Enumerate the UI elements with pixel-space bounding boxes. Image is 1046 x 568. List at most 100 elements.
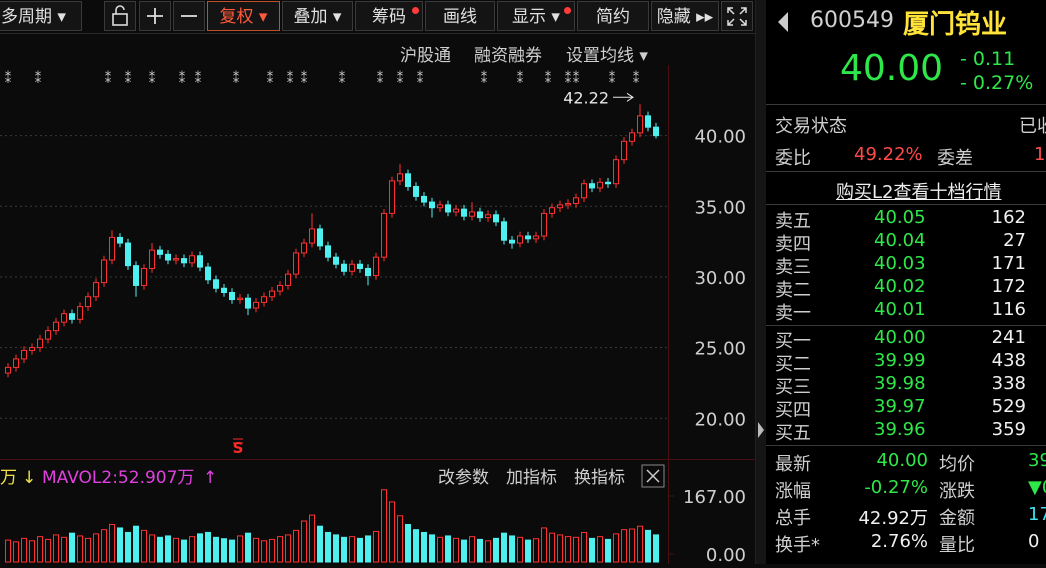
- candle-body: [501, 221, 507, 241]
- volume-bar: [245, 532, 251, 563]
- book-volume: 338: [991, 373, 1026, 394]
- label: 显示: [512, 7, 547, 27]
- link[interactable]: 沪股通: [400, 46, 451, 66]
- volume-bar: [77, 535, 83, 563]
- simple-button[interactable]: 简约: [577, 1, 649, 31]
- stat-label: 换手*: [775, 535, 820, 556]
- book-volume: 172: [991, 276, 1026, 297]
- minus-icon: [181, 15, 197, 17]
- chips-button[interactable]: 筹码: [355, 1, 423, 31]
- draw-button[interactable]: 画线: [425, 1, 495, 31]
- volume-bar: [429, 534, 435, 563]
- stat-label: 最新: [775, 454, 811, 475]
- status: 已收: [1019, 116, 1046, 137]
- book-price: 40.04: [874, 230, 926, 251]
- candle-body: [141, 267, 147, 286]
- fullscreen-button[interactable]: [721, 1, 753, 31]
- volume-tool[interactable]: 加指标: [506, 468, 557, 488]
- volume-bar: [341, 536, 347, 563]
- candle-body: [621, 140, 627, 161]
- candle-body: [45, 330, 51, 340]
- overlay-button[interactable]: 叠加 ▾: [282, 1, 353, 31]
- candle-body: [629, 132, 635, 142]
- book-price: 40.01: [874, 299, 926, 320]
- volume-bar: [421, 531, 427, 563]
- candle-body: [557, 204, 563, 209]
- period-button[interactable]: 多周期 ▾: [0, 1, 82, 31]
- zoom-in-button[interactable]: [139, 1, 171, 31]
- volume-bar: [517, 536, 523, 563]
- book-volume: 529: [991, 396, 1026, 417]
- volume-bar: [181, 539, 187, 563]
- candle-body: [573, 197, 579, 204]
- candle-body: [21, 349, 27, 360]
- candle-body: [445, 204, 451, 213]
- volume-bar: [557, 534, 563, 563]
- book-side: 卖四: [775, 234, 811, 255]
- signal-marker-lines: [233, 438, 243, 444]
- candle-body: [517, 235, 523, 244]
- candle-body: [453, 208, 459, 213]
- volume-bar: [221, 538, 227, 563]
- info-marker: ⁑: [287, 71, 294, 87]
- candle-body: [213, 279, 219, 289]
- y-tick-label: 35.00: [694, 197, 746, 218]
- candle-body: [261, 296, 267, 303]
- link[interactable]: 融资融券: [474, 46, 542, 66]
- display-button[interactable]: 显示 ▾: [497, 1, 575, 31]
- lock-button[interactable]: [104, 1, 136, 31]
- volume-bar: [101, 529, 107, 563]
- stat-label: 量比: [939, 535, 975, 556]
- y-tick-label: 0.00: [706, 545, 746, 564]
- info-marker: ⁑: [195, 71, 202, 87]
- info-markers: ⁑ ⁑ ⁑ ⁑ ⁑ ⁑ ⁑ ⁑ ⁑ ⁑ ⁑ ⁑ ⁑ ⁑ ⁑ ⁑ ⁑ ⁑ ⁑ ⁑ ⁑ ⁑: [5, 71, 640, 87]
- book-volume: 116: [991, 299, 1026, 320]
- hide-button[interactable]: 隐藏 ▸▸: [651, 1, 719, 31]
- volume-bar: [541, 527, 547, 563]
- info-marker: ⁑: [397, 71, 404, 87]
- book-price: 39.97: [874, 396, 926, 417]
- candle-body: [69, 313, 75, 320]
- candle-body: [533, 235, 539, 240]
- pct-change: - 0.27%: [960, 72, 1034, 94]
- label: 隐藏: [656, 7, 691, 27]
- volume-bar: [293, 529, 299, 563]
- candle-body: [93, 282, 99, 298]
- y-tick-label: 30.00: [694, 268, 746, 289]
- book-side: 买一: [775, 331, 811, 352]
- book-side: 买五: [775, 423, 811, 444]
- link[interactable]: 设置均线 ▾: [566, 46, 648, 66]
- volume-tool[interactable]: 换指标: [574, 468, 625, 488]
- l2-link[interactable]: 购买L2查看十档行情: [836, 182, 1002, 203]
- volume-tool[interactable]: 改参数: [438, 468, 489, 488]
- candle-body: [461, 208, 467, 217]
- book-volume: 27: [1003, 230, 1026, 251]
- info-marker: ⁑: [545, 71, 552, 87]
- splitter[interactable]: [756, 0, 766, 564]
- candle-body: [565, 202, 571, 206]
- candle-body: [485, 214, 491, 219]
- volume-bar: [597, 536, 603, 563]
- book-price: 39.99: [874, 350, 926, 371]
- book-side: 买四: [775, 400, 811, 421]
- zoom-out-button[interactable]: [173, 1, 205, 31]
- candle-body: [525, 235, 531, 240]
- prev-arrow[interactable]: [776, 11, 790, 33]
- candle-body: [205, 266, 211, 281]
- candle-body: [645, 115, 651, 128]
- volume-bar: [589, 537, 595, 563]
- legend-arrow: ↓: [22, 468, 36, 488]
- book-side: 卖一: [775, 303, 811, 324]
- close-button[interactable]: [641, 464, 665, 488]
- wc-value: 1: [1034, 144, 1046, 165]
- volume-bar: [373, 530, 379, 563]
- volume-bar: [197, 533, 203, 563]
- adjust-button[interactable]: 复权 ▾: [207, 1, 280, 31]
- info-marker: ⁑: [609, 71, 616, 87]
- volume-bar: [389, 501, 395, 563]
- info-marker: ⁑: [233, 71, 240, 87]
- book-volume: 171: [991, 253, 1026, 274]
- volume-bar: [605, 538, 611, 563]
- book-price: 40.00: [874, 327, 926, 348]
